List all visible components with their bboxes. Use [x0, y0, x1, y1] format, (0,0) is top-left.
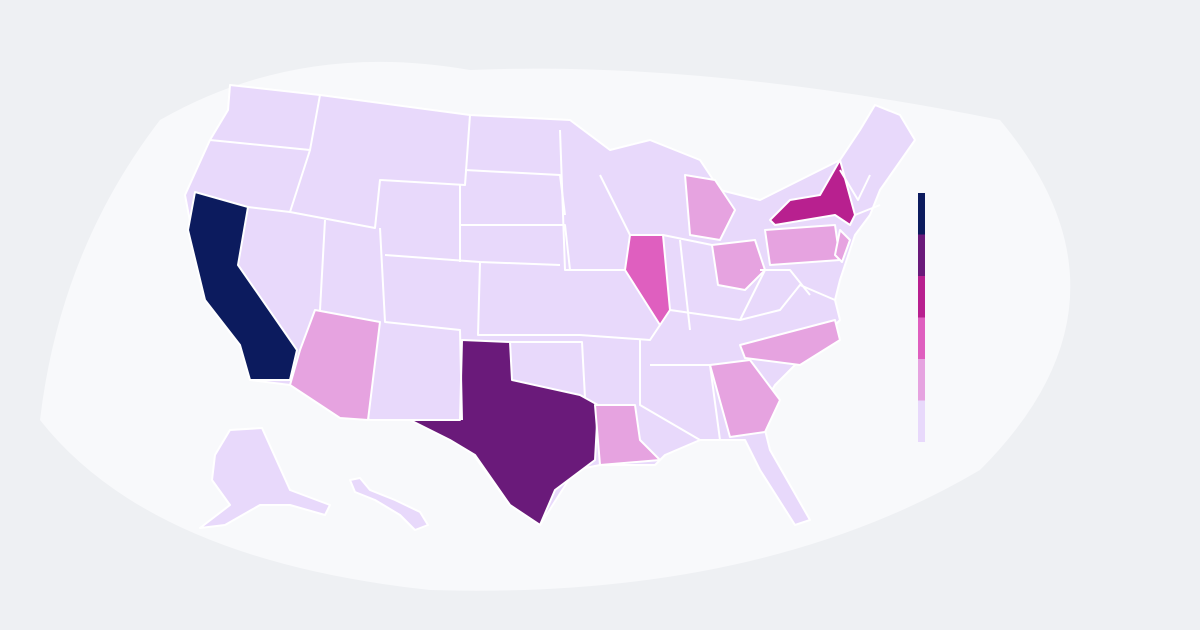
state: [594, 404, 661, 466]
alaska: [199, 427, 331, 529]
state: [289, 309, 381, 421]
state: [834, 229, 851, 263]
legend-swatch: [918, 234, 925, 276]
legend-swatch: [918, 276, 925, 318]
legend-swatch: [918, 317, 925, 359]
legend-swatch: [918, 193, 925, 235]
state: [709, 359, 781, 438]
state: [764, 224, 841, 266]
state: [409, 339, 599, 526]
state-borders: [209, 94, 881, 441]
state: [624, 234, 671, 326]
state: [187, 191, 298, 381]
state: [711, 239, 766, 291]
state: [684, 174, 736, 241]
legend-swatch: [918, 400, 925, 442]
legend: [918, 193, 925, 442]
hawaii: [349, 477, 429, 531]
state: [739, 319, 841, 366]
legend-swatch: [918, 359, 925, 401]
